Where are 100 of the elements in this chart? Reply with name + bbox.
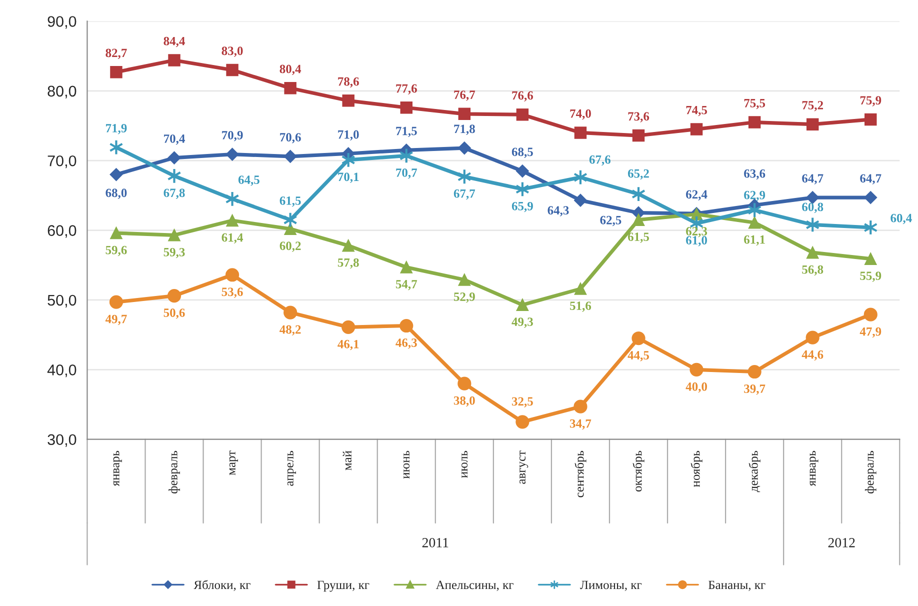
data-label: 77,6 — [396, 84, 417, 95]
legend-label: Яблоки, кг — [194, 580, 250, 591]
point — [110, 66, 122, 78]
data-label: 46,1 — [338, 340, 359, 350]
point — [690, 362, 704, 376]
data-label: 80,4 — [280, 64, 302, 75]
data-label: 49,7 — [105, 314, 127, 326]
data-label: 44,6 — [802, 350, 824, 361]
x-tick-label: апрель — [287, 450, 296, 486]
data-label: 54,7 — [396, 280, 418, 290]
data-label: 62,3 — [686, 227, 708, 238]
data-label: 59,6 — [106, 246, 127, 256]
data-label: 47,9 — [860, 327, 882, 338]
point — [400, 318, 414, 333]
x-tick-label: декабрь — [748, 450, 760, 492]
data-label: 75,5 — [744, 99, 766, 110]
data-label: 70,4 — [164, 134, 185, 145]
data-label: 60,4 — [890, 214, 912, 224]
x-tick-label: январь — [113, 450, 122, 486]
x-tick-label: февраль — [168, 450, 180, 494]
point — [168, 151, 181, 164]
data-label: 55,9 — [860, 272, 882, 282]
data-label: 49,3 — [512, 318, 533, 328]
x-tick-label: сентябрь — [574, 450, 586, 498]
point — [109, 295, 124, 309]
data-label: 71,9 — [106, 124, 127, 134]
point — [574, 126, 587, 139]
point — [342, 94, 354, 107]
point — [748, 116, 761, 128]
data-label: 46,3 — [396, 338, 417, 349]
data-label: 40,0 — [686, 382, 707, 393]
data-label: 59,3 — [164, 248, 185, 258]
data-label: 60,2 — [280, 242, 301, 252]
y-tick-label: 40,0 — [47, 364, 76, 378]
y-tick-label: 30,0 — [48, 434, 76, 447]
y-tick-label: 70,0 — [48, 155, 76, 168]
x-tick-label: январь — [810, 450, 818, 486]
point — [864, 191, 878, 204]
point — [284, 222, 296, 235]
point — [864, 308, 878, 322]
data-label: 70,6 — [280, 133, 301, 144]
point — [458, 274, 471, 286]
data-label: 32,5 — [512, 397, 533, 408]
data-label: 67,7 — [454, 189, 476, 200]
data-label: 83,0 — [222, 46, 243, 57]
data-label: 56,8 — [802, 265, 824, 276]
data-label: 75,2 — [802, 101, 823, 112]
x-tick-label: июнь — [403, 450, 410, 479]
data-label: 82,7 — [106, 48, 127, 59]
point — [574, 400, 588, 414]
data-label: 64,5 — [238, 176, 260, 186]
point — [400, 102, 412, 114]
data-label: 44,5 — [628, 351, 649, 362]
point — [342, 240, 354, 252]
data-label: 78,6 — [338, 77, 359, 88]
point — [748, 364, 762, 379]
point — [110, 168, 123, 181]
point — [109, 139, 124, 156]
data-label: 76,7 — [454, 90, 476, 101]
point — [806, 330, 820, 344]
data-label: 70,1 — [338, 172, 359, 183]
data-label: 53,6 — [222, 288, 243, 298]
point — [458, 142, 471, 154]
point — [226, 148, 239, 161]
legend-label: Лимоны, кг — [580, 580, 642, 591]
data-label: 76,6 — [512, 91, 534, 102]
data-label: 74,5 — [686, 106, 708, 116]
point — [284, 150, 297, 163]
x-tick-label: октябрь — [632, 450, 644, 492]
x-tick-label: февраль — [864, 450, 876, 494]
point — [806, 246, 819, 259]
data-label: 73,6 — [628, 112, 650, 122]
legend-label: Бананы, кг — [708, 580, 766, 591]
data-label: 61,5 — [280, 196, 301, 207]
data-label: 39,7 — [744, 384, 766, 395]
point — [864, 113, 877, 126]
point — [110, 226, 122, 240]
point — [632, 331, 646, 346]
point — [574, 282, 587, 295]
point — [632, 129, 645, 142]
data-label: 74,0 — [570, 109, 591, 120]
data-label: 60,8 — [802, 202, 824, 213]
data-label: 67,6 — [589, 155, 610, 166]
x-tick-label: июль — [462, 450, 468, 478]
point — [574, 194, 587, 207]
x-tick-label: май — [342, 450, 352, 470]
legend-label: Груши, кг — [317, 580, 370, 592]
data-label: 38,0 — [454, 396, 475, 407]
y-tick-label: 60,0 — [48, 225, 76, 238]
y-tick-label: 50,0 — [48, 294, 76, 308]
data-label: 61,0 — [686, 236, 707, 246]
data-label: 67,8 — [164, 188, 185, 199]
data-label: 75,9 — [860, 96, 882, 106]
point — [168, 229, 180, 242]
data-label: 64,3 — [548, 206, 569, 216]
point — [806, 118, 819, 130]
point — [226, 214, 238, 227]
data-label: 68,5 — [512, 148, 533, 158]
legend-label: Апельсины, кг — [436, 580, 514, 591]
point — [632, 214, 645, 226]
